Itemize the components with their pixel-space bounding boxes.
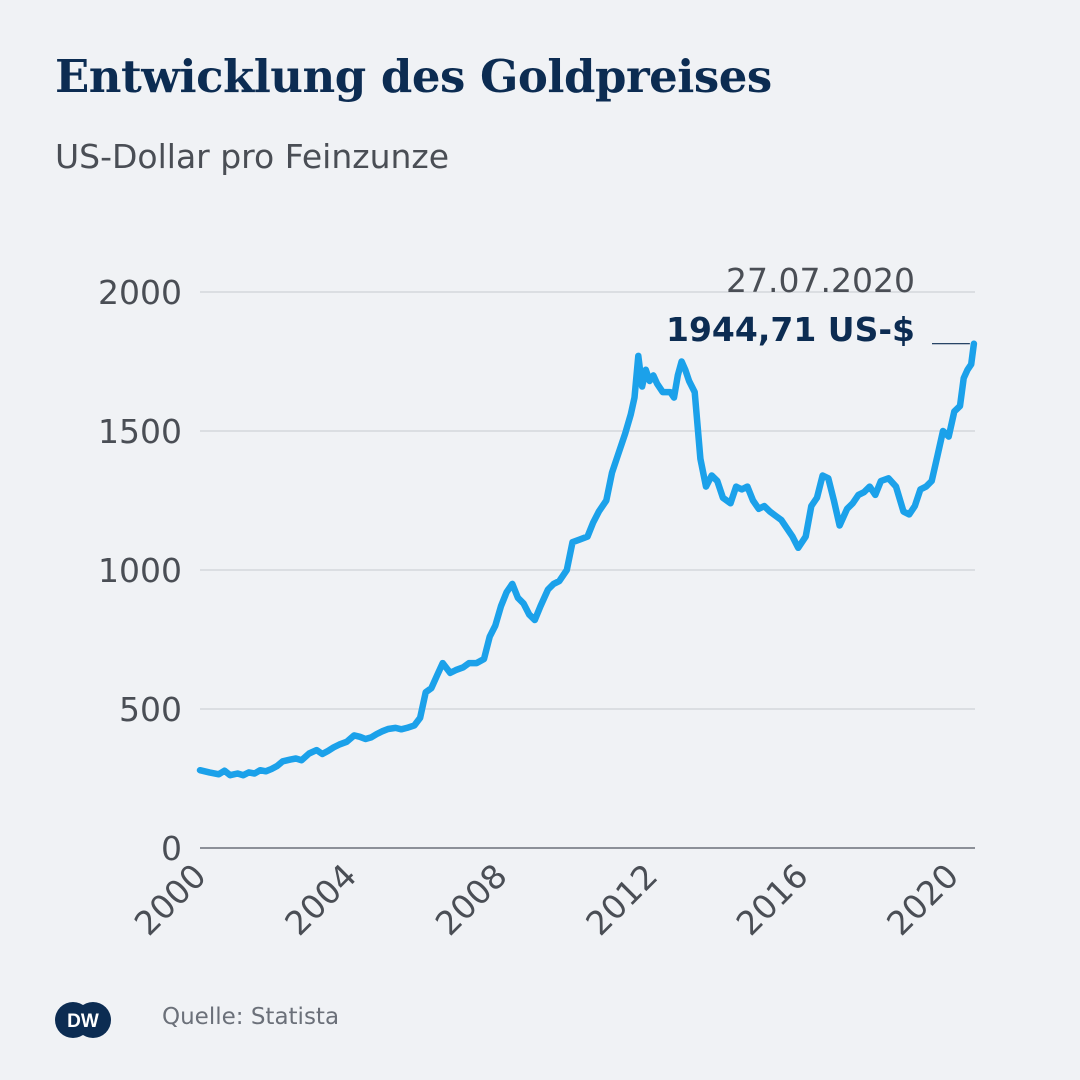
grid-layer — [200, 291, 975, 849]
dw-logo-text: DW — [67, 1011, 99, 1032]
y-tick-label: 500 — [119, 690, 182, 729]
y-tick-labels: 0 500 1000 1500 2000 — [98, 273, 182, 868]
dw-logo: DW — [53, 1000, 113, 1044]
annotation: 27.07.2020 1944,71 US-$ — [666, 261, 970, 349]
x-tick-label: 2020 — [879, 856, 966, 943]
page-title: Entwicklung des Goldpreises — [55, 50, 772, 103]
x-tick-label: 2016 — [729, 856, 816, 943]
y-tick-label: 1000 — [98, 551, 182, 590]
source-note: Quelle: Statista — [162, 1004, 340, 1030]
x-tick-label: 2012 — [578, 856, 665, 943]
x-tick-labels: 2000 2004 2008 2012 2016 2020 — [127, 856, 966, 943]
chart-subtitle: US-Dollar pro Feinzunze — [55, 137, 450, 176]
series-line-goldpreis — [196, 340, 978, 779]
y-tick-label: 2000 — [98, 273, 182, 312]
x-tick-label: 2008 — [428, 856, 515, 943]
x-tick-label: 2000 — [127, 856, 214, 943]
x-tick-label: 2004 — [277, 856, 364, 943]
y-tick-label: 1500 — [98, 412, 182, 451]
annotation-value: 1944,71 US-$ — [666, 310, 915, 349]
annotation-date: 27.07.2020 — [726, 261, 915, 300]
y-tick-label: 0 — [161, 829, 182, 868]
series-layer — [196, 340, 978, 779]
